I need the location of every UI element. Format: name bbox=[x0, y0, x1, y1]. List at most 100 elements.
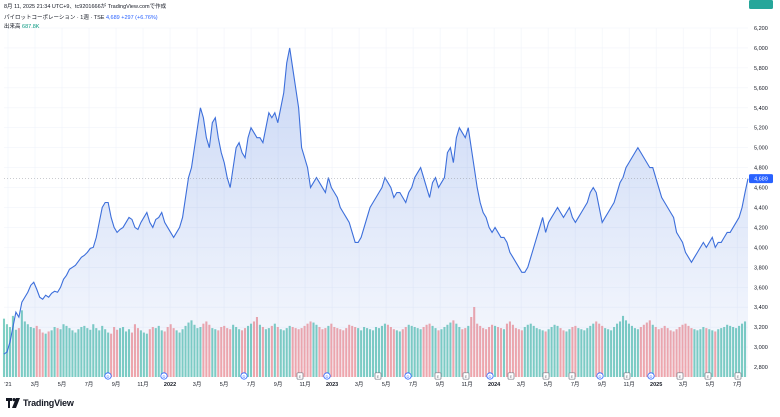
price-change: +297 (+6.76%) bbox=[121, 15, 158, 21]
volume-line: 出来高 687.8K bbox=[4, 22, 39, 30]
event-marker-letter: E bbox=[626, 374, 629, 379]
x-tick-label: 9月 bbox=[598, 381, 607, 388]
x-tick-label: 5月 bbox=[58, 381, 67, 388]
event-marker-letter: E bbox=[679, 374, 682, 379]
x-tick-label: 9月 bbox=[112, 381, 121, 388]
event-marker-letter: E bbox=[571, 374, 574, 379]
tradingview-logo-icon bbox=[6, 398, 20, 408]
event-marker-letter: D bbox=[489, 374, 492, 379]
volume-bar bbox=[2, 318, 6, 377]
x-tick-label: 3月 bbox=[31, 381, 40, 388]
x-tick-label: 3月 bbox=[517, 381, 526, 388]
y-tick-label: 6,200 bbox=[754, 26, 768, 32]
x-tick-label: 3月 bbox=[193, 381, 202, 388]
created-note: 8月 11, 2025 21:34 UTC+9、tc9201666が Tradi… bbox=[4, 4, 167, 10]
earnings-marker-icon[interactable] bbox=[434, 372, 442, 380]
y-tick-label: 6,000 bbox=[754, 46, 768, 52]
x-tick-label: 11月 bbox=[137, 381, 148, 388]
volume-value: 687.8K bbox=[22, 24, 40, 30]
earnings-marker-icon[interactable] bbox=[462, 372, 470, 380]
last-price: 4,689 bbox=[105, 15, 120, 21]
tradingview-logo[interactable]: TradingView bbox=[6, 398, 74, 408]
footer: TradingView bbox=[0, 392, 780, 417]
price-area bbox=[4, 47, 748, 377]
x-tick-label: 5月 bbox=[382, 381, 391, 388]
x-tick-label: 5月 bbox=[220, 381, 229, 388]
price-chart[interactable]: 6,200 6,000 5,800 5,600 5,400 5,200 5,000 4,800… bbox=[0, 0, 780, 392]
y-tick-label: 4,600 bbox=[754, 186, 768, 192]
dividend-marker-icon[interactable] bbox=[647, 372, 655, 380]
last-price-tag-label: 4,689 bbox=[754, 177, 768, 183]
volume-tag-label: 687.8K bbox=[752, 0, 770, 2]
event-marker-letter: D bbox=[326, 374, 329, 379]
dividend-marker-icon[interactable] bbox=[160, 372, 168, 380]
x-tick-label: 2025 bbox=[650, 382, 662, 388]
earnings-marker-icon[interactable] bbox=[734, 372, 742, 380]
earnings-marker-icon[interactable] bbox=[296, 372, 304, 380]
earnings-marker-icon[interactable] bbox=[568, 372, 576, 380]
dividend-marker-icon[interactable] bbox=[486, 372, 494, 380]
x-tick-label: 3月 bbox=[355, 381, 364, 388]
dividend-marker-icon[interactable] bbox=[404, 372, 412, 380]
y-tick-label: 4,400 bbox=[754, 205, 768, 211]
y-tick-label: 5,000 bbox=[754, 146, 768, 152]
x-tick-label: 7月 bbox=[85, 381, 94, 388]
y-tick-label: 5,400 bbox=[754, 106, 768, 112]
y-tick-label: 2,800 bbox=[754, 365, 768, 371]
x-tick-label: 2024 bbox=[488, 382, 501, 388]
event-marker-letter: E bbox=[465, 374, 468, 379]
volume-tag bbox=[749, 0, 773, 9]
y-tick-label: 4,800 bbox=[754, 166, 768, 172]
event-marker-letter: E bbox=[707, 374, 710, 379]
event-marker-letter: E bbox=[510, 374, 513, 379]
event-marker-letter: D bbox=[243, 374, 246, 379]
x-tick-label: 3月 bbox=[679, 381, 688, 388]
y-tick-label: 4,000 bbox=[754, 245, 768, 251]
x-tick-label: 2023 bbox=[326, 382, 338, 388]
chart-header: 8月 11, 2025 21:34 UTC+9、tc9201666が Tradi… bbox=[4, 2, 644, 32]
dividend-marker-icon[interactable] bbox=[323, 372, 331, 380]
x-tick-label: '21 bbox=[4, 382, 11, 388]
x-tick-label: 11月 bbox=[462, 381, 473, 388]
x-tick-label: 5月 bbox=[544, 381, 553, 388]
price-line bbox=[3, 47, 749, 355]
y-tick-label: 5,800 bbox=[754, 66, 768, 72]
symbol-line: パイロットコーポレーション · 1週 · TSE 4,689 +297 (+6.… bbox=[4, 13, 158, 21]
dividend-marker-icon[interactable] bbox=[596, 372, 604, 380]
dividend-marker-icon[interactable] bbox=[240, 372, 248, 380]
x-tick-label: 9月 bbox=[436, 381, 445, 388]
event-marker-letter: E bbox=[377, 374, 380, 379]
x-tick-label: 7月 bbox=[409, 381, 418, 388]
y-tick-label: 3,000 bbox=[754, 345, 768, 351]
event-marker-letter: E bbox=[437, 374, 440, 379]
event-marker-letter: D bbox=[599, 374, 602, 379]
last-price-tag bbox=[749, 174, 773, 184]
x-tick-label: 7月 bbox=[733, 381, 742, 388]
earnings-marker-icon[interactable] bbox=[623, 372, 631, 380]
event-marker-letter: E bbox=[737, 374, 740, 379]
time-axis[interactable]: '21 3月 5月 7月 9月 11月 2022 3月 5月 7月 9月 11月 2023 3月 5月 7月 9… bbox=[4, 381, 741, 388]
dividend-marker-icon[interactable] bbox=[104, 372, 112, 380]
earnings-marker-icon[interactable] bbox=[542, 372, 550, 380]
event-marker-letter: D bbox=[163, 374, 166, 379]
price-axis[interactable]: 6,200 6,000 5,800 5,600 5,400 5,200 5,000 4,800… bbox=[749, 0, 773, 371]
event-marker-letter: D bbox=[650, 374, 653, 379]
x-tick-label: 11月 bbox=[299, 381, 310, 388]
y-tick-label: 3,400 bbox=[754, 305, 768, 311]
earnings-marker-icon[interactable] bbox=[374, 372, 382, 380]
x-tick-label: 9月 bbox=[274, 381, 283, 388]
earnings-marker-icon[interactable] bbox=[704, 372, 712, 380]
earnings-marker-icon[interactable] bbox=[507, 372, 515, 380]
y-tick-label: 5,200 bbox=[754, 126, 768, 132]
volume-label[interactable]: 出来高 bbox=[4, 24, 21, 30]
y-tick-label: 3,800 bbox=[754, 265, 768, 271]
earnings-marker-icon[interactable] bbox=[676, 372, 684, 380]
symbol-title[interactable]: パイロットコーポレーション · 1週 · TSE bbox=[4, 15, 105, 21]
x-tick-label: 7月 bbox=[247, 381, 256, 388]
x-tick-label: 2022 bbox=[164, 382, 176, 388]
event-marker-letter: D bbox=[107, 374, 110, 379]
y-tick-label: 4,200 bbox=[754, 225, 768, 231]
x-tick-label: 5月 bbox=[706, 381, 715, 388]
y-tick-label: 3,200 bbox=[754, 325, 768, 331]
